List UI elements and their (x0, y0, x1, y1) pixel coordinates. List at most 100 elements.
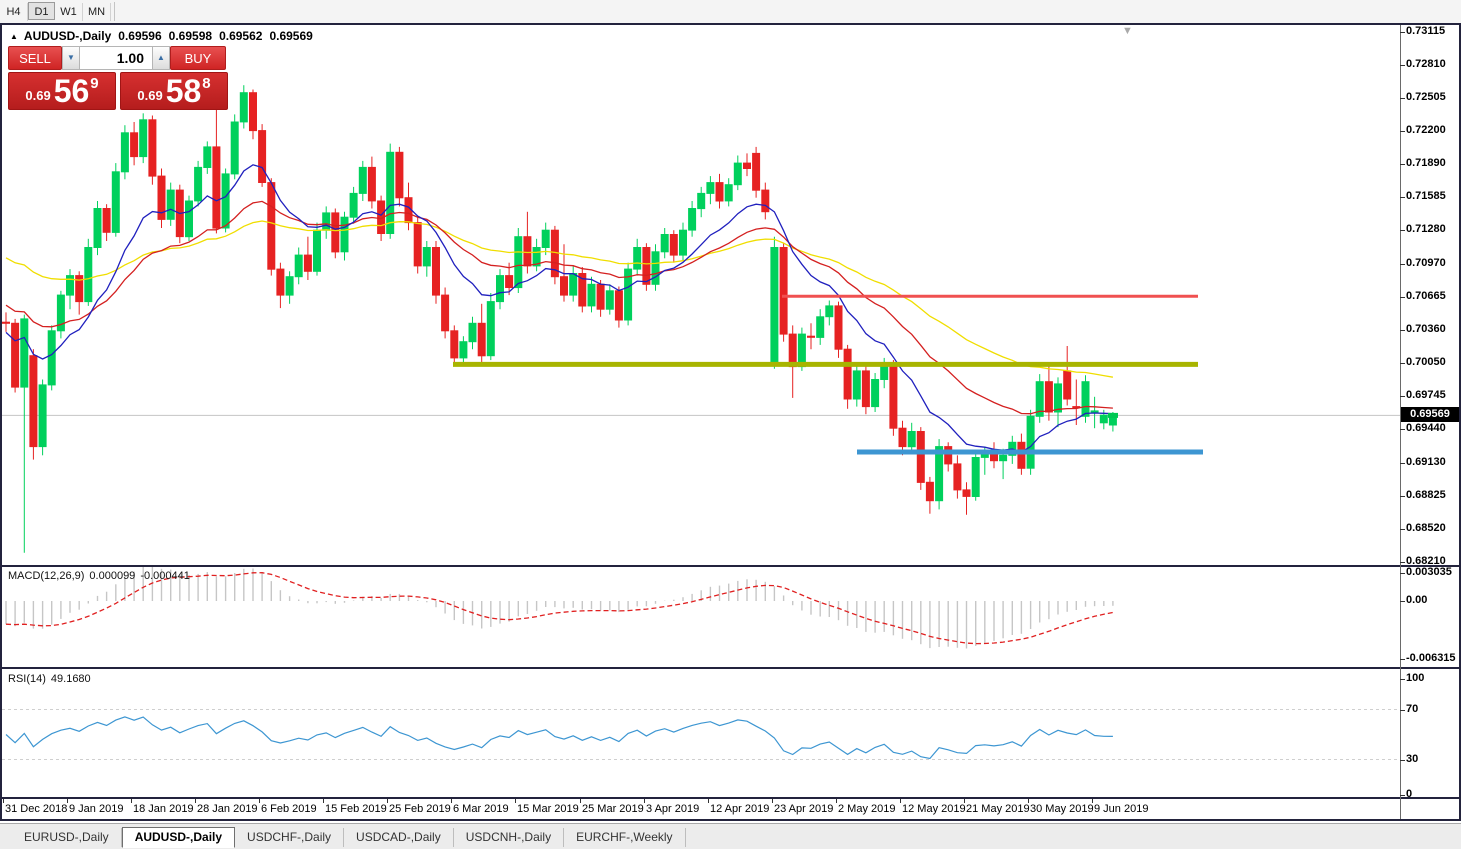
chart-tab-eurusd-daily[interactable]: EURUSD-,Daily (12, 828, 122, 847)
rsi-axis-label-tick (1400, 679, 1405, 680)
price-axis-label: 0.68520 (1406, 522, 1446, 534)
buy-price-big: 58 (165, 73, 202, 109)
price-axis-label-tick (1400, 297, 1405, 298)
chevron-down-icon: ▼ (67, 53, 75, 62)
macd-axis-label: 0.00 (1406, 594, 1428, 606)
time-axis-label: 23 Apr 2019 (774, 803, 834, 815)
time-axis-label: 6 Feb 2019 (261, 803, 317, 815)
time-axis-label: 12 Apr 2019 (710, 803, 770, 815)
chart-tab-audusd-daily[interactable]: AUDUSD-,Daily (121, 827, 236, 848)
rsi-panel-canvas[interactable] (2, 669, 1400, 797)
current-price-badge: 0.69569 (1401, 407, 1459, 422)
sell-price-big: 56 (53, 73, 90, 109)
sell-price-box[interactable]: 0.69 56 9 (8, 72, 116, 110)
ohlc-high: 0.69598 (168, 29, 213, 43)
price-axis-label: 0.68825 (1406, 489, 1446, 501)
macd-name-label: MACD(12,26,9) (8, 570, 85, 582)
time-axis-tick (515, 799, 516, 803)
chart-tab-usdcad-daily[interactable]: USDCAD-,Daily (344, 828, 454, 847)
price-axis-label: 0.72200 (1406, 124, 1446, 136)
price-axis-label: 0.68210 (1406, 555, 1446, 567)
macd-axis-label-tick (1400, 573, 1405, 574)
price-axis-label-tick (1400, 264, 1405, 265)
sell-price-prefix: 0.69 (25, 88, 51, 103)
time-axis-tick (3, 799, 4, 803)
time-axis-label: 25 Feb 2019 (389, 803, 451, 815)
ohlc-low: 0.69562 (219, 29, 263, 43)
time-axis-tick (259, 799, 260, 803)
time-axis-tick (900, 799, 901, 803)
price-axis-label: 0.71280 (1406, 223, 1446, 235)
panel-separator-dates (2, 797, 1459, 799)
buy-button[interactable]: BUY (170, 46, 226, 70)
price-axis-label: 0.70665 (1406, 290, 1446, 302)
time-axis-tick (387, 799, 388, 803)
macd-axis-label: -0.006315 (1406, 652, 1456, 664)
toolbar-separator (114, 2, 115, 21)
time-axis-label: 21 May 2019 (966, 803, 1030, 815)
panel-separator-rsi[interactable] (2, 667, 1459, 669)
price-axis-label-tick (1400, 32, 1405, 33)
time-axis-label: 18 Jan 2019 (133, 803, 194, 815)
subwindow-collapse-icon[interactable]: ▲ (10, 32, 18, 41)
chart-shift-marker-icon[interactable]: ▼ (1122, 25, 1133, 37)
chart-tab-usdchf-daily[interactable]: USDCHF-,Daily (235, 828, 345, 847)
chart-tab-bar: EURUSD-,Daily AUDUSD-,Daily USDCHF-,Daily U… (0, 823, 1461, 849)
rsi-axis-label-tick (1400, 795, 1405, 796)
price-axis-label-tick (1400, 164, 1405, 165)
price-axis-label-tick (1400, 197, 1405, 198)
time-axis-label: 31 Dec 2018 (5, 803, 68, 815)
chart-tab-usdcnh-daily[interactable]: USDCNH-,Daily (454, 828, 565, 847)
rsi-name-label: RSI(14) (8, 673, 46, 685)
macd-axis-label-tick (1400, 601, 1405, 602)
price-axis-label-tick (1400, 131, 1405, 132)
timeframe-button-MN[interactable]: MN (83, 3, 111, 21)
price-axis-label: 0.72810 (1406, 58, 1446, 70)
rsi-axis-label-tick (1400, 760, 1405, 761)
time-axis-tick (964, 799, 965, 803)
price-axis-label-tick (1400, 429, 1405, 430)
price-axis-label-tick (1400, 98, 1405, 99)
time-axis-label: 6 Mar 2019 (453, 803, 509, 815)
timeframe-button-H4[interactable]: H4 (0, 3, 28, 21)
ma-slow (5, 220, 1114, 378)
rsi-label-row: RSI(14) 49.1680 (8, 673, 96, 685)
price-axis-label: 0.71585 (1406, 190, 1446, 202)
time-axis-tick (451, 799, 452, 803)
price-axis-label-tick (1400, 562, 1405, 563)
sell-button[interactable]: SELL (8, 46, 62, 70)
macd-signal-line (5, 572, 1114, 645)
sell-price-pip: 9 (90, 75, 99, 92)
ohlc-close: 0.69569 (269, 29, 313, 43)
main-chart-canvas[interactable] (2, 25, 1400, 565)
timeframe-button-W1[interactable]: W1 (55, 3, 83, 21)
rsi-axis-label: 100 (1406, 672, 1425, 684)
rsi-axis-label: 0 (1406, 788, 1413, 800)
volume-increase-button[interactable]: ▲ (152, 46, 170, 70)
chart-title: ▲ AUDUSD-,Daily 0.69596 0.69598 0.69562 0.695… (10, 29, 313, 43)
volume-decrease-button[interactable]: ▼ (62, 46, 80, 70)
time-axis-tick (67, 799, 68, 803)
time-axis-tick (195, 799, 196, 803)
ma-fast (5, 164, 1113, 453)
price-axis-label: 0.73115 (1406, 25, 1446, 37)
time-axis-label: 30 May 2019 (1030, 803, 1094, 815)
price-axis-label: 0.70360 (1406, 323, 1446, 335)
buy-price-box[interactable]: 0.69 58 8 (120, 72, 228, 110)
rsi-axis-label-tick (1400, 710, 1405, 711)
panel-separator-macd[interactable] (2, 565, 1459, 567)
rsi-value: 49.1680 (50, 673, 91, 685)
ohlc-open: 0.69596 (118, 29, 162, 43)
price-axis-label-tick (1400, 496, 1405, 497)
time-axis-label: 9 Jun 2019 (1094, 803, 1149, 815)
timeframe-button-D1[interactable]: D1 (28, 2, 55, 20)
rsi-axis-label: 70 (1406, 703, 1419, 715)
time-axis-label: 3 Apr 2019 (646, 803, 700, 815)
rsi-line (5, 716, 1113, 760)
price-axis-label: 0.72505 (1406, 91, 1446, 103)
volume-input[interactable]: 1.00 (80, 46, 152, 70)
macd-panel-canvas[interactable] (2, 565, 1400, 667)
chart-tab-eurchf-weekly[interactable]: EURCHF-,Weekly (564, 828, 686, 847)
time-axis-label: 15 Mar 2019 (517, 803, 579, 815)
